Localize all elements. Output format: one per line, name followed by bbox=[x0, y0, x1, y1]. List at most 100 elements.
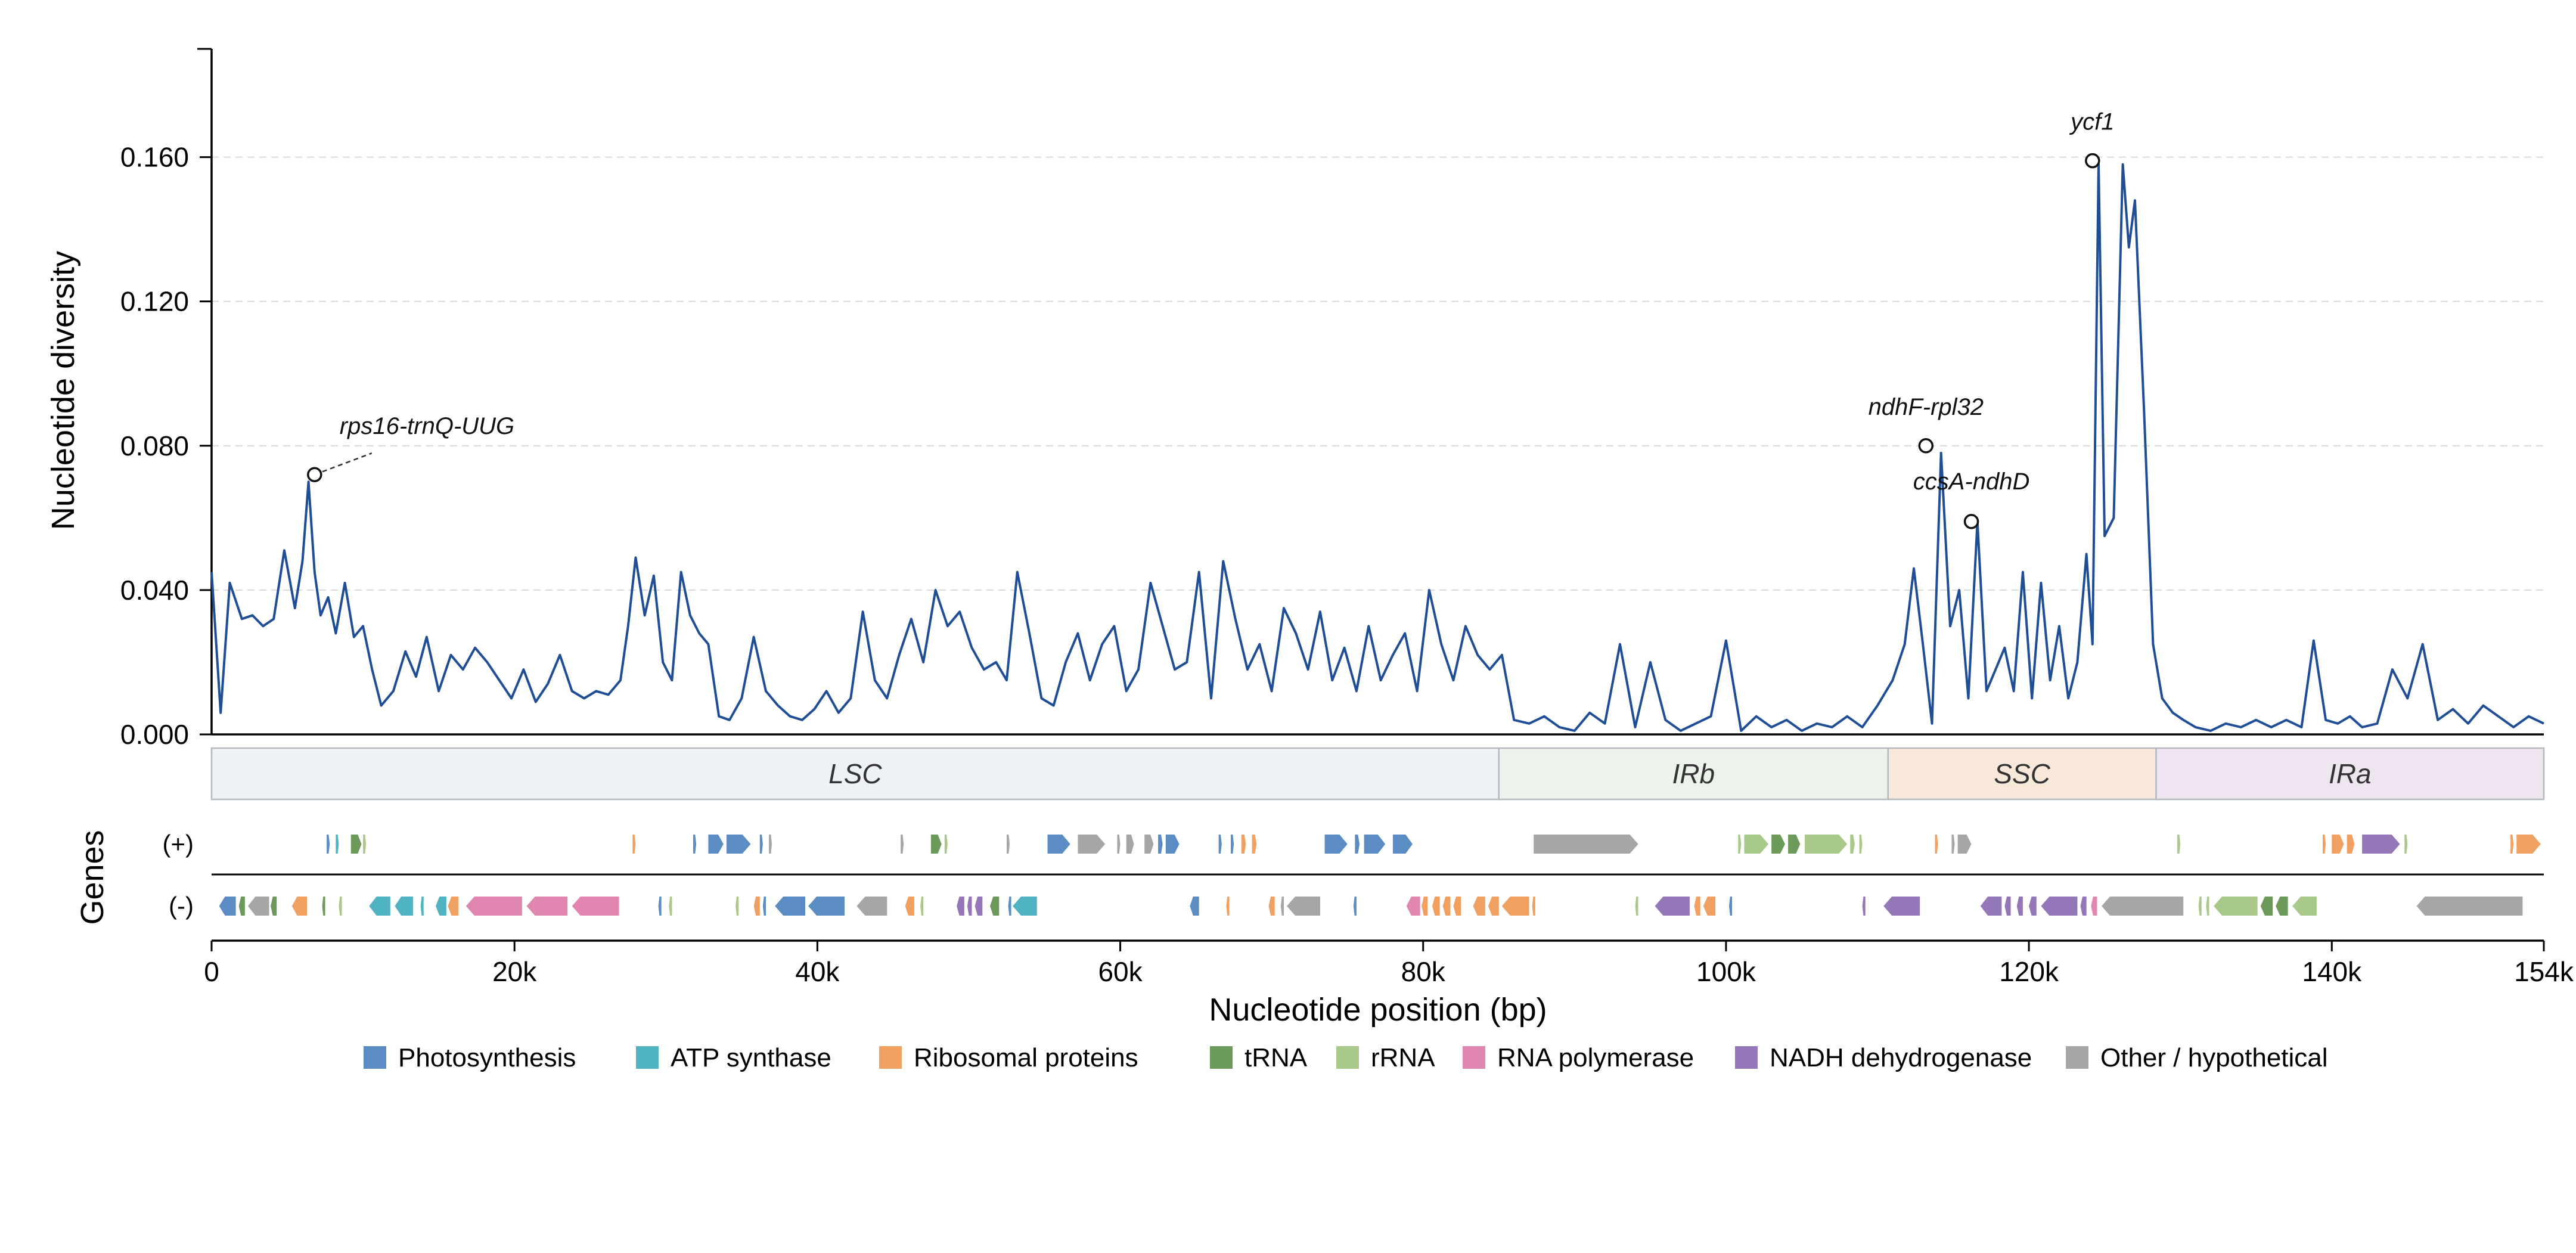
annotation-label: ccsA-ndhD bbox=[1913, 469, 2030, 495]
region-label: LSC bbox=[828, 758, 882, 789]
y-tick-label: 0.120 bbox=[120, 286, 189, 317]
gene-feature-photo bbox=[1728, 897, 1733, 916]
legend-swatch-rrna bbox=[1336, 1046, 1359, 1069]
gene-feature-photo bbox=[1353, 897, 1357, 916]
gene-feature-other bbox=[1534, 835, 1638, 854]
gene-feature-ribo bbox=[2347, 835, 2355, 854]
legend-swatch-trna bbox=[1210, 1046, 1233, 1069]
gene-feature-ndh bbox=[2362, 835, 2400, 854]
gene-feature-photo bbox=[1324, 835, 1348, 854]
gene-feature-ribo bbox=[1703, 897, 1716, 916]
legend-label-rnapol: RNA polymerase bbox=[1497, 1043, 1694, 1072]
x-tick-label: 60k bbox=[1098, 956, 1143, 987]
annotation-label: ndhF-rpl32 bbox=[1869, 394, 1984, 420]
gene-feature-ribo bbox=[1268, 897, 1275, 916]
gene-feature-rrna bbox=[920, 897, 924, 916]
gene-feature-photo bbox=[219, 897, 236, 916]
gene-feature-ndh bbox=[2080, 897, 2087, 916]
gene-feature-rrna bbox=[1744, 835, 1769, 854]
gene-feature-photo bbox=[762, 897, 766, 916]
gene-feature-atp bbox=[369, 897, 390, 916]
region-label: IRb bbox=[1672, 758, 1715, 789]
gene-feature-other bbox=[1126, 835, 1134, 854]
gene-feature-trna bbox=[2276, 897, 2288, 916]
gene-feature-rrna bbox=[735, 897, 739, 916]
gene-feature-atp bbox=[1013, 897, 1037, 916]
y-tick-label: 0.000 bbox=[120, 719, 189, 750]
gene-feature-ribo bbox=[1694, 897, 1700, 916]
legend-label-trna: tRNA bbox=[1244, 1043, 1308, 1072]
diversity-series-line bbox=[210, 163, 2544, 732]
gene-feature-photo bbox=[775, 897, 806, 916]
legend: Photosynthesis ATP synthase Ribosomal prot… bbox=[364, 1043, 2328, 1072]
annotation-marker bbox=[307, 467, 322, 482]
annotation-label: ycf1 bbox=[2069, 109, 2114, 135]
region-label: IRa bbox=[2329, 758, 2372, 789]
legend-swatch-ribo bbox=[879, 1046, 902, 1069]
x-tick-label: 80k bbox=[1401, 956, 1446, 987]
gene-feature-trna bbox=[930, 835, 942, 854]
gene-feature-trna bbox=[350, 835, 362, 854]
gene-feature-photo bbox=[1165, 835, 1180, 854]
x-tick-label: 100k bbox=[1696, 956, 1756, 987]
gene-feature-ndh bbox=[2016, 897, 2023, 916]
gene-feature-photo bbox=[693, 835, 697, 854]
gene-feature-ndh bbox=[957, 897, 964, 916]
gene-feature-ribo bbox=[448, 897, 459, 916]
gene-feature-other bbox=[2102, 897, 2184, 916]
legend-swatch-ndh bbox=[1735, 1046, 1758, 1069]
gene-feature-ribo bbox=[2510, 835, 2514, 854]
gene-feature-other bbox=[1951, 835, 1955, 854]
gene-feature-ndh bbox=[1980, 897, 2002, 916]
gene-feature-rrna bbox=[339, 897, 342, 916]
gene-feature-ribo bbox=[1422, 897, 1428, 916]
y-tick-label: 0.160 bbox=[120, 142, 189, 173]
x-tick-label: 140k bbox=[2302, 956, 2362, 987]
gene-feature-ribo bbox=[1442, 897, 1451, 916]
gene-feature-ribo bbox=[1935, 835, 1938, 854]
gene-feature-ndh bbox=[1655, 897, 1690, 916]
gene-feature-ribo bbox=[2323, 835, 2326, 854]
gene-feature-other bbox=[856, 897, 887, 916]
gene-feature-rrna bbox=[669, 897, 672, 916]
x-tick-label: 20k bbox=[492, 956, 537, 987]
gene-feature-photo bbox=[708, 835, 724, 854]
legend-swatch-other bbox=[2066, 1046, 2088, 1069]
gene-feature-photo bbox=[658, 897, 662, 916]
gene-feature-rnapol bbox=[2091, 897, 2097, 916]
gene-feature-rrna bbox=[1738, 835, 1742, 854]
gene-feature-other bbox=[1006, 835, 1010, 854]
gene-feature-ndh bbox=[2004, 897, 2011, 916]
gene-feature-trna bbox=[1771, 835, 1786, 854]
annotation-marker bbox=[2085, 153, 2100, 169]
legend-label-ribo: Ribosomal proteins bbox=[914, 1043, 1138, 1072]
gene-tracks: (+) (-) bbox=[163, 830, 2544, 920]
plus-strand-label: (+) bbox=[163, 830, 194, 858]
gene-feature-ribo bbox=[905, 897, 914, 916]
gene-feature-ribo bbox=[1501, 897, 1529, 916]
peak-annotations: rps16-trnQ-UUG ndhF-rpl32 ccsA-ndhD ycf1 bbox=[307, 109, 2114, 529]
gene-feature-ribo bbox=[2332, 835, 2344, 854]
gene-feature-ribo bbox=[2516, 835, 2541, 854]
gene-feature-other bbox=[1280, 897, 1284, 916]
gene-feature-trna bbox=[271, 897, 277, 916]
gridlines bbox=[212, 156, 2544, 591]
legend-label-atp: ATP synthase bbox=[671, 1043, 831, 1072]
y-axis-title: Nucleotide diversity bbox=[45, 251, 81, 530]
gene-feature-photo bbox=[1047, 835, 1070, 854]
gene-feature-ndh bbox=[974, 897, 983, 916]
annotation-leader-line bbox=[314, 452, 373, 476]
gene-feature-rrna bbox=[1850, 835, 1855, 854]
gene-feature-rrna bbox=[2177, 835, 2181, 854]
gene-feature-ribo bbox=[1488, 897, 1499, 916]
y-axis: 0.000 0.040 0.080 0.120 0.160 bbox=[120, 48, 213, 750]
gene-feature-other bbox=[1117, 835, 1121, 854]
gene-feature-rrna bbox=[2214, 897, 2258, 916]
gene-feature-rnapol bbox=[526, 897, 568, 916]
gene-feature-ndh bbox=[967, 897, 972, 916]
gene-feature-ribo bbox=[1226, 897, 1230, 916]
gene-feature-trna bbox=[1788, 835, 1801, 854]
gene-feature-rrna bbox=[2404, 835, 2408, 854]
annotation-label: rps16-trnQ-UUG bbox=[340, 413, 514, 439]
